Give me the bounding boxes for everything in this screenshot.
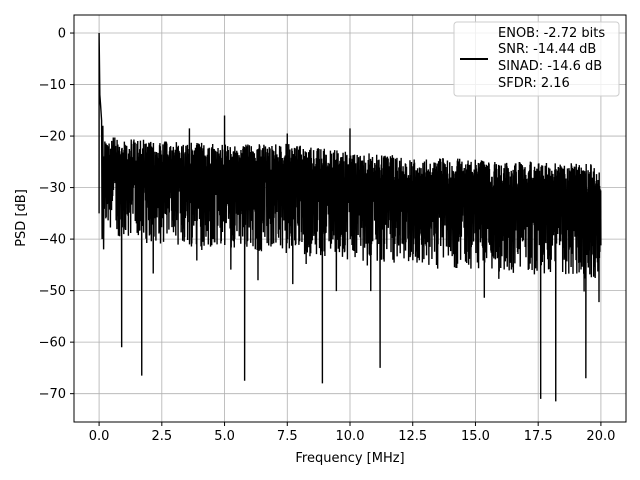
x-tick-label: 10.0 xyxy=(336,429,365,444)
legend-line-2: SNR: -14.44 dB xyxy=(498,42,596,57)
y-tick-label: −70 xyxy=(39,387,66,402)
psd-trace xyxy=(98,33,602,402)
legend-line-4: SFDR: 2.16 xyxy=(498,76,570,91)
x-axis-ticks: 0.0 2.5 5.0 7.5 10.0 12.5 15.0 17.5 20.0 xyxy=(89,422,615,444)
x-tick-label: 20.0 xyxy=(586,429,615,444)
legend-line-3: SINAD: -14.6 dB xyxy=(498,59,602,74)
y-axis-ticks: 0 −10 −20 −30 −40 −50 −60 −70 xyxy=(39,27,74,402)
y-tick-label: 0 xyxy=(58,27,66,42)
y-axis-label: PSD [dB] xyxy=(14,189,29,247)
legend-box xyxy=(453,21,620,97)
y-tick-label: −10 xyxy=(39,78,66,93)
y-tick-label: −40 xyxy=(39,233,66,248)
legend-line-1: ENOB: -2.72 bits xyxy=(498,26,605,41)
x-tick-label: 2.5 xyxy=(151,429,172,444)
x-axis-label: Frequency [MHz] xyxy=(295,451,404,466)
x-tick-label: 12.5 xyxy=(398,429,427,444)
x-tick-label: 17.5 xyxy=(524,429,553,444)
x-tick-label: 5.0 xyxy=(214,429,235,444)
x-tick-label: 0.0 xyxy=(89,429,110,444)
y-tick-label: −50 xyxy=(39,284,66,299)
x-tick-label: 7.5 xyxy=(277,429,298,444)
legend: ENOB: -2.72 bits SNR: -14.44 dB SINAD: -… xyxy=(453,21,620,97)
psd-series xyxy=(98,33,602,402)
y-tick-label: −20 xyxy=(39,130,66,145)
y-tick-label: −60 xyxy=(39,336,66,351)
x-tick-label: 15.0 xyxy=(461,429,490,444)
y-tick-label: −30 xyxy=(39,181,66,196)
